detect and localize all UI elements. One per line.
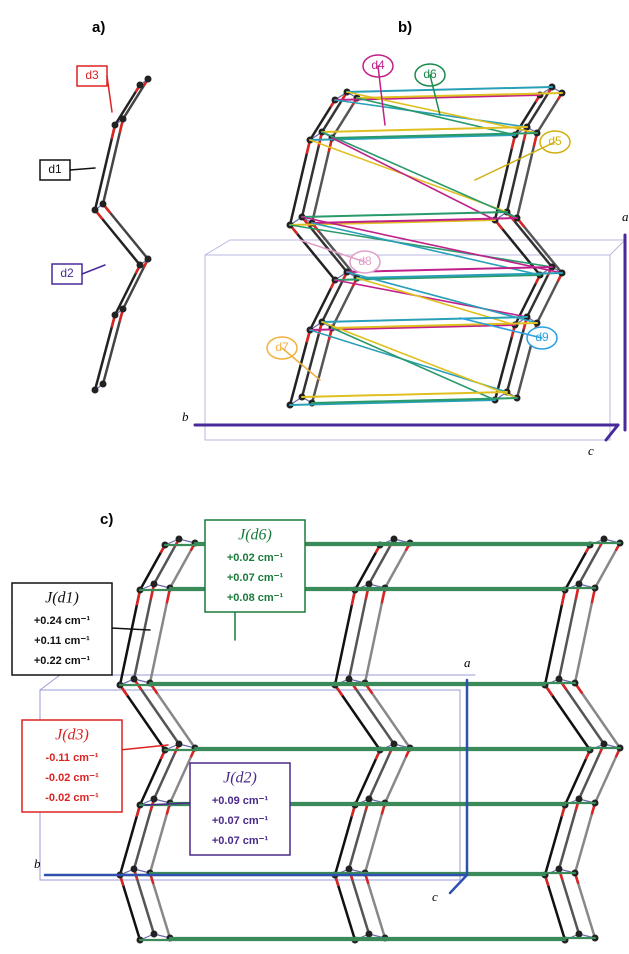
atom [145, 76, 152, 83]
atom [92, 207, 99, 214]
j-title: J(d6) [238, 527, 272, 544]
exchange-path [335, 100, 527, 127]
cell-edge [610, 240, 625, 255]
atom [112, 122, 119, 129]
j-value: +0.09 cm⁻¹ [212, 795, 269, 807]
atom [346, 676, 353, 683]
structures [40, 76, 625, 944]
exchange-path [302, 212, 507, 217]
panel-label: a) [92, 19, 105, 36]
j-title: J(d3) [55, 727, 89, 744]
axis-label: b [34, 856, 41, 871]
atom [601, 741, 608, 748]
exchange-path [322, 132, 517, 218]
atom [366, 796, 373, 803]
axis-label: b [182, 409, 189, 424]
cell-edge [40, 675, 60, 690]
axis [450, 875, 467, 893]
atom [601, 536, 608, 543]
atom [151, 931, 158, 938]
j-value: +0.08 cm⁻¹ [227, 592, 284, 604]
atom [92, 387, 99, 394]
atom [100, 201, 107, 208]
axis-label: a [622, 209, 629, 224]
atom [131, 866, 138, 873]
axis-label: c [432, 889, 438, 904]
atom [131, 676, 138, 683]
j-value: +0.07 cm⁻¹ [212, 815, 269, 827]
j-value: +0.07 cm⁻¹ [227, 572, 284, 584]
atom [120, 306, 127, 313]
exchange-path [332, 138, 495, 220]
atom [137, 82, 144, 89]
j-value: +0.22 cm⁻¹ [34, 655, 91, 667]
panel-label: c) [100, 511, 113, 528]
j-title: J(d2) [223, 770, 257, 787]
atom [576, 796, 583, 803]
atom [391, 741, 398, 748]
j-value: +0.07 cm⁻¹ [212, 835, 269, 847]
atom [151, 581, 158, 588]
j-value: +0.24 cm⁻¹ [34, 615, 91, 627]
cell-edge [205, 240, 230, 255]
figure: abcabcd3d1d2d4d6d5d8d7d9J(d6)+0.02 cm⁻¹+… [0, 0, 629, 954]
panel-label: b) [398, 19, 412, 36]
tag-label: d6 [423, 67, 437, 81]
arrow [70, 168, 95, 170]
atom [176, 536, 183, 543]
atom [137, 262, 144, 269]
j-title: J(d1) [45, 590, 79, 607]
atom [576, 931, 583, 938]
axis [606, 425, 618, 440]
exchange-path [347, 87, 552, 92]
j-value: +0.11 cm⁻¹ [34, 635, 90, 647]
j-value: +0.02 cm⁻¹ [227, 552, 284, 564]
j-value: -0.02 cm⁻¹ [45, 772, 99, 784]
atom [151, 796, 158, 803]
j-value: -0.02 cm⁻¹ [45, 792, 99, 804]
atom [366, 581, 373, 588]
atom [120, 116, 127, 123]
arrow [107, 76, 112, 112]
atom [366, 931, 373, 938]
atom [576, 581, 583, 588]
axis-label: c [588, 443, 594, 458]
atom [176, 741, 183, 748]
j-value: -0.11 cm⁻¹ [46, 752, 99, 764]
tag-label: d5 [548, 134, 562, 148]
exchange-path [335, 280, 527, 317]
exchange-path [302, 392, 507, 397]
atom [145, 256, 152, 263]
atom [556, 676, 563, 683]
exchange-path [322, 322, 517, 398]
arrow [82, 265, 105, 274]
exchange-path [347, 272, 537, 323]
axis-label: a [464, 655, 471, 670]
atom [346, 866, 353, 873]
tag-label: d2 [60, 266, 74, 280]
tag-label: d1 [48, 162, 62, 176]
exchange-path [332, 328, 495, 400]
atom [391, 536, 398, 543]
atom [112, 312, 119, 319]
atom [100, 381, 107, 388]
tag-label: d3 [85, 68, 99, 82]
atom [556, 866, 563, 873]
